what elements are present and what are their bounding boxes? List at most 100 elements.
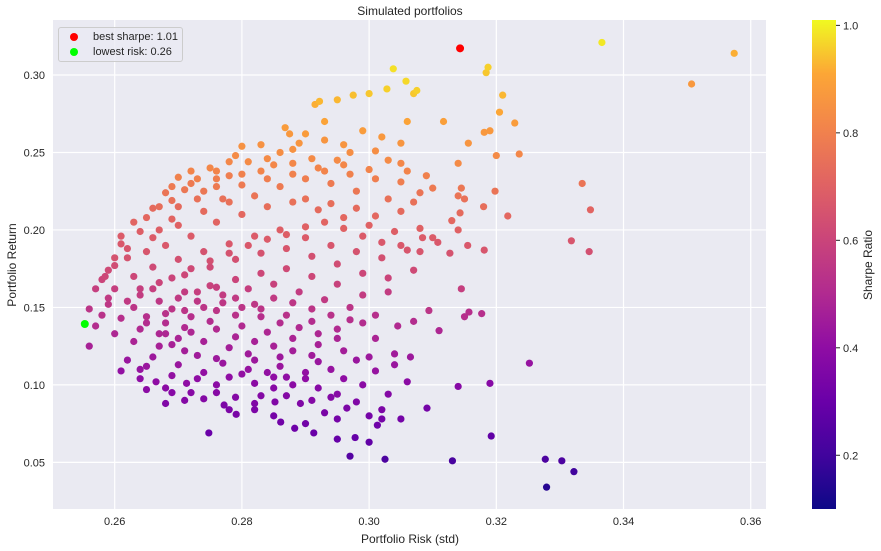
colorbar-label: Sharpe Ratio [861,230,875,300]
portfolio-point [104,300,112,308]
portfolio-point [333,334,341,343]
y-tick-label: 0.30 [24,70,45,82]
portfolio-point [130,218,138,226]
portfolio-point [346,303,354,312]
portfolio-point [123,244,132,253]
portfolio-point [390,227,399,236]
best-sharpe-point [456,44,465,53]
portfolio-point [359,232,367,240]
portfolio-point [327,200,335,208]
portfolio-point [383,85,391,93]
portfolio-point [289,381,297,389]
portfolio-point [257,141,265,149]
portfolio-point [465,308,473,316]
portfolio-point [484,63,492,71]
portfolio-point [142,248,151,256]
portfolio-point [136,325,144,333]
portfolio-point [403,378,411,386]
chart-title: Simulated portfolios [357,4,462,18]
portfolio-point [314,330,322,338]
portfolio-point [149,353,157,361]
portfolio-point [578,179,586,188]
portfolio-point [155,203,163,211]
portfolio-point [371,311,380,319]
portfolio-point [340,213,348,222]
portfolio-point [238,170,246,178]
portfolio-point [301,130,310,138]
portfolio-point [308,252,316,260]
portfolio-point [205,429,213,437]
portfolio-point [446,249,454,257]
portfolio-point [320,218,329,226]
portfolio-point [282,373,291,381]
portfolio-point [281,124,289,132]
portfolio-point [200,337,208,346]
portfolio-point [212,283,221,291]
portfolio-point [136,365,144,373]
portfolio-point [263,155,271,163]
portfolio-point [225,172,233,180]
portfolio-point [378,133,386,141]
portfolio-point [511,119,519,127]
colorbar-ticks: 0.2 0.4 0.6 0.8 1.0 [836,20,858,462]
portfolio-point [181,396,189,404]
portfolio-point [352,398,360,406]
portfolio-point [130,303,138,312]
portfolio-point [439,117,448,126]
portfolio-point [212,182,221,191]
portfolio-point [270,294,278,302]
portfolio-point [187,389,195,397]
portfolio-point [301,375,310,383]
y-tick-label: 0.20 [24,225,45,237]
portfolio-point [187,265,195,273]
portfolio-point [257,305,265,313]
portfolio-point [168,274,176,282]
y-tick-label: 0.25 [24,147,45,159]
portfolio-point [403,167,411,175]
portfolio-point [123,356,132,364]
grid-lines [53,20,766,509]
portfolio-point [340,141,348,149]
portfolio-point [403,246,411,254]
portfolio-point [487,432,495,440]
portfolio-point [454,192,462,200]
portfolio-point [397,415,405,423]
portfolio-point [161,319,170,327]
portfolio-point [168,389,176,397]
portfolio-point [251,300,259,308]
portfolio-point [378,406,386,414]
portfolio-point [567,237,575,245]
portfolio-point [333,415,341,423]
portfolio-point [136,227,144,236]
portfolio-point [423,404,431,412]
portfolio-point [270,373,278,381]
portfolio-point [333,96,341,104]
portfolio-point [200,248,208,256]
portfolio-point [486,379,494,387]
portfolio-point [174,361,182,369]
portfolio-point [416,224,424,232]
portfolio-point [238,303,246,312]
portfolio-point [225,406,233,414]
portfolio-point [381,455,389,463]
portfolio-point [492,151,500,160]
portfolio-point [320,296,329,304]
portfolio-point [406,353,415,361]
portfolio-point [434,238,442,246]
portfolio-point [225,249,233,257]
portfolio-point [231,333,240,341]
portfolio-point [200,187,208,195]
portfolio-point [263,235,271,243]
colorbar-tick-label: 0.6 [843,235,858,247]
portfolio-point [730,49,738,57]
portfolio-point [464,241,472,250]
portfolio-point [389,65,397,73]
portfolio-point [193,297,201,305]
portfolio-point [384,288,392,296]
portfolio-point [289,159,297,167]
portfolio-point [410,317,418,325]
portfolio-point [456,209,464,217]
portfolio-point [495,108,504,116]
portfolio-point [263,175,271,183]
